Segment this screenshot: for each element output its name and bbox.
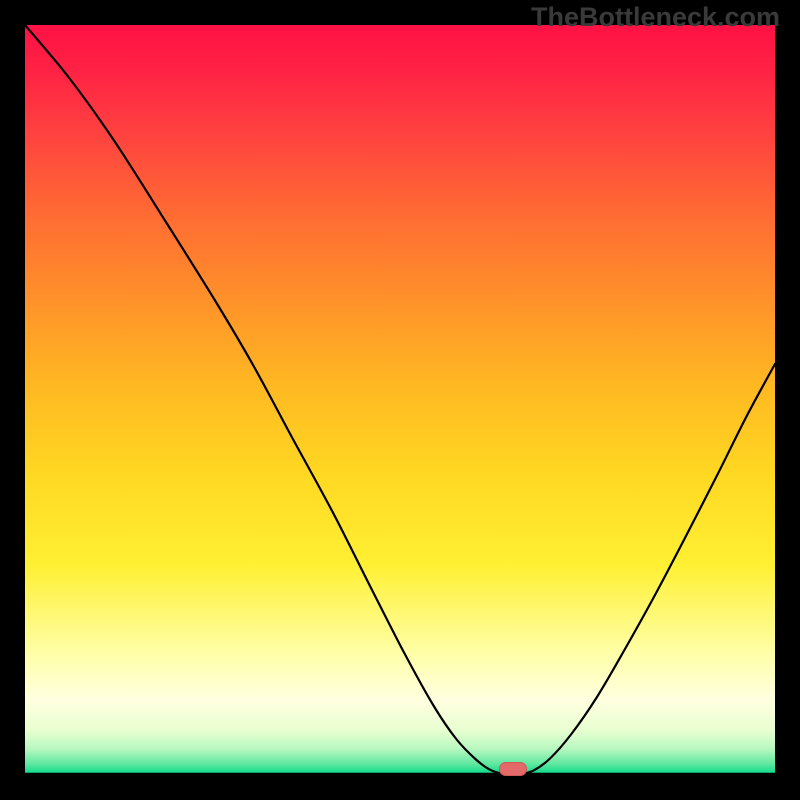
chart-curve-layer [25, 25, 775, 775]
bottleneck-curve [25, 25, 775, 775]
optimal-point-marker [499, 762, 527, 776]
chart-plot-area [25, 25, 775, 775]
chart-root: TheBottleneck.com [0, 0, 800, 800]
watermark-text: TheBottleneck.com [531, 2, 780, 33]
